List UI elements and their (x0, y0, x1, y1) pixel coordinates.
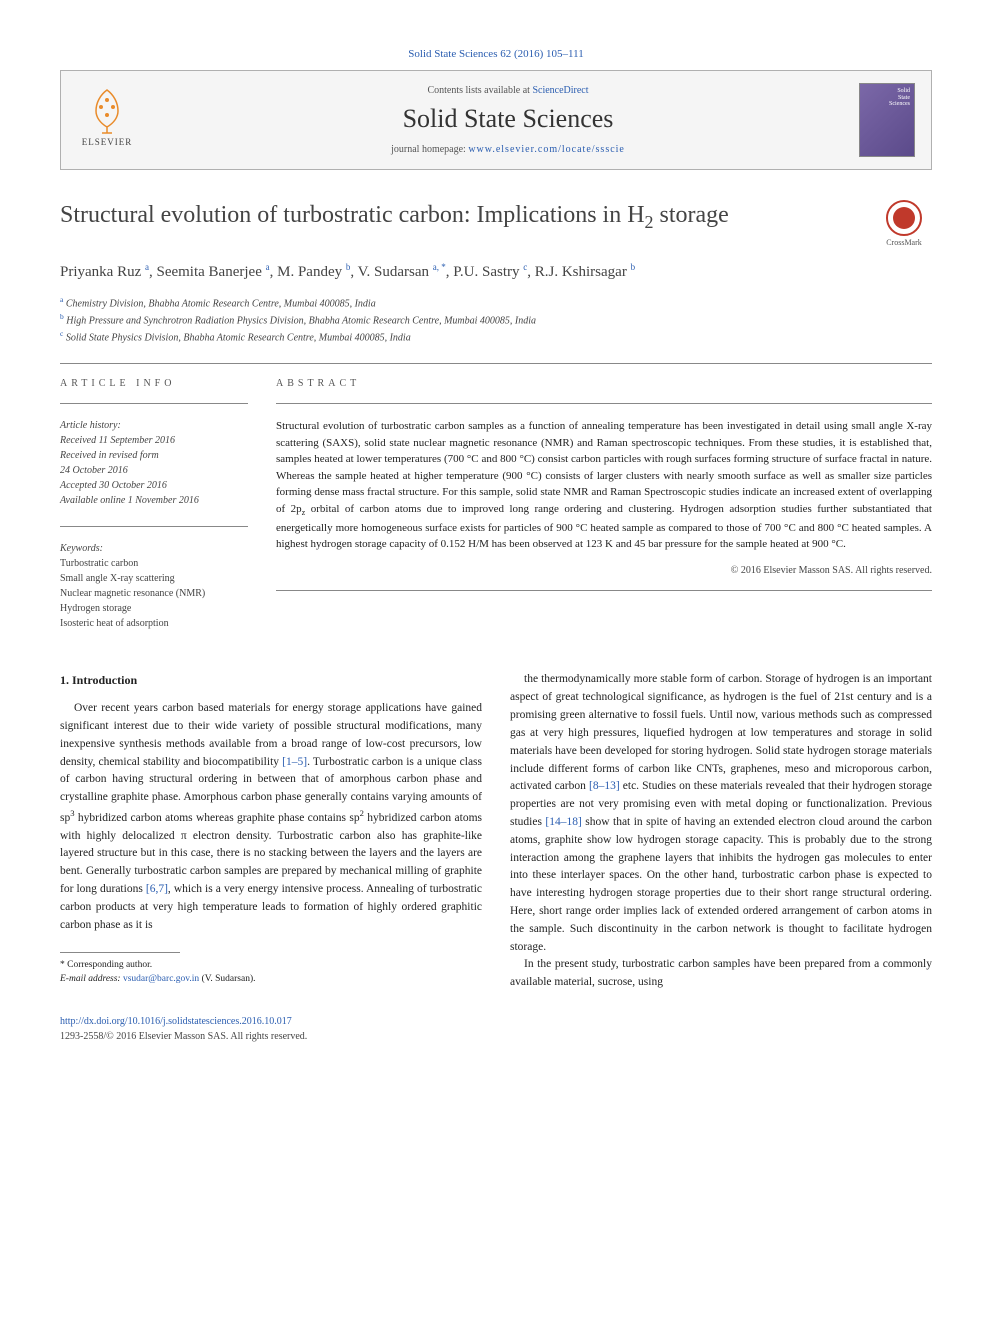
cover-thumb-text: SolidStateSciences (889, 88, 910, 108)
keywords-label: Keywords: (60, 541, 248, 556)
authors: Priyanka Ruz a, Seemita Banerjee a, M. P… (60, 261, 932, 284)
affiliation-a: a Chemistry Division, Bhabha Atomic Rese… (60, 294, 932, 311)
keyword: Turbostratic carbon (60, 556, 248, 571)
email-label: E-mail address: (60, 974, 121, 984)
footnotes: * Corresponding author. E-mail address: … (60, 959, 482, 986)
crossmark-label: CrossMark (886, 238, 922, 247)
body-paragraph: the thermodynamically more stable form o… (510, 671, 932, 956)
homepage-prefix: journal homepage: (391, 144, 468, 155)
keyword: Isosteric heat of adsorption (60, 616, 248, 631)
keyword: Small angle X-ray scattering (60, 571, 248, 586)
journal-header: ELSEVIER Contents lists available at Sci… (60, 70, 932, 170)
doi-link[interactable]: http://dx.doi.org/10.1016/j.solidstatesc… (60, 1016, 292, 1027)
keywords: Keywords: Turbostratic carbon Small angl… (60, 541, 248, 631)
contents-available: Contents lists available at ScienceDirec… (157, 85, 859, 96)
affiliation-c: c Solid State Physics Division, Bhabha A… (60, 328, 932, 345)
divider (60, 526, 248, 527)
section-heading: 1. Introduction (60, 671, 482, 690)
crossmark-badge[interactable]: CrossMark (876, 200, 932, 247)
keyword: Nuclear magnetic resonance (NMR) (60, 586, 248, 601)
journal-cover-thumb: SolidStateSciences (859, 83, 915, 157)
page-footer: http://dx.doi.org/10.1016/j.solidstatesc… (60, 1014, 932, 1044)
divider (276, 403, 932, 404)
history-line: Received in revised form (60, 448, 248, 463)
history-line: Received 11 September 2016 (60, 433, 248, 448)
article-title: Structural evolution of turbostratic car… (60, 200, 876, 234)
publisher-name: ELSEVIER (82, 137, 133, 147)
keyword: Hydrogen storage (60, 601, 248, 616)
body-paragraph: In the present study, turbostratic carbo… (510, 956, 932, 992)
history-label: Article history: (60, 418, 248, 433)
crossmark-icon (886, 200, 922, 236)
elsevier-logo: ELSEVIER (77, 85, 137, 155)
affiliation-b: b High Pressure and Synchrotron Radiatio… (60, 311, 932, 328)
footer-copyright: 1293-2558/© 2016 Elsevier Masson SAS. Al… (60, 1031, 307, 1042)
abstract-heading: ABSTRACT (276, 378, 932, 389)
email-line: E-mail address: vsudar@barc.gov.in (V. S… (60, 973, 482, 986)
contents-prefix: Contents lists available at (427, 85, 532, 96)
abstract-copyright: © 2016 Elsevier Masson SAS. All rights r… (276, 565, 932, 576)
body-column-right: the thermodynamically more stable form o… (510, 671, 932, 992)
journal-name: Solid State Sciences (157, 104, 859, 134)
history-line: Available online 1 November 2016 (60, 493, 248, 508)
abstract-text: Structural evolution of turbostratic car… (276, 418, 932, 552)
divider (60, 363, 932, 364)
journal-homepage: journal homepage: www.elsevier.com/locat… (157, 144, 859, 155)
homepage-link[interactable]: www.elsevier.com/locate/ssscie (468, 144, 625, 155)
corresponding-author: * Corresponding author. (60, 959, 482, 972)
history-line: Accepted 30 October 2016 (60, 478, 248, 493)
elsevier-tree-icon (82, 85, 132, 135)
history-line: 24 October 2016 (60, 463, 248, 478)
citation: Solid State Sciences 62 (2016) 105–111 (60, 48, 932, 60)
body-paragraph: Over recent years carbon based materials… (60, 700, 482, 934)
email-suffix: (V. Sudarsan). (202, 974, 256, 984)
article-info-heading: ARTICLE INFO (60, 378, 248, 389)
email-link[interactable]: vsudar@barc.gov.in (123, 974, 199, 984)
footnote-divider (60, 952, 180, 953)
body-column-left: 1. Introduction Over recent years carbon… (60, 671, 482, 992)
divider (60, 403, 248, 404)
sciencedirect-link[interactable]: ScienceDirect (532, 85, 588, 96)
divider (276, 590, 932, 591)
affiliations: a Chemistry Division, Bhabha Atomic Rese… (60, 294, 932, 346)
article-history: Article history: Received 11 September 2… (60, 418, 248, 508)
